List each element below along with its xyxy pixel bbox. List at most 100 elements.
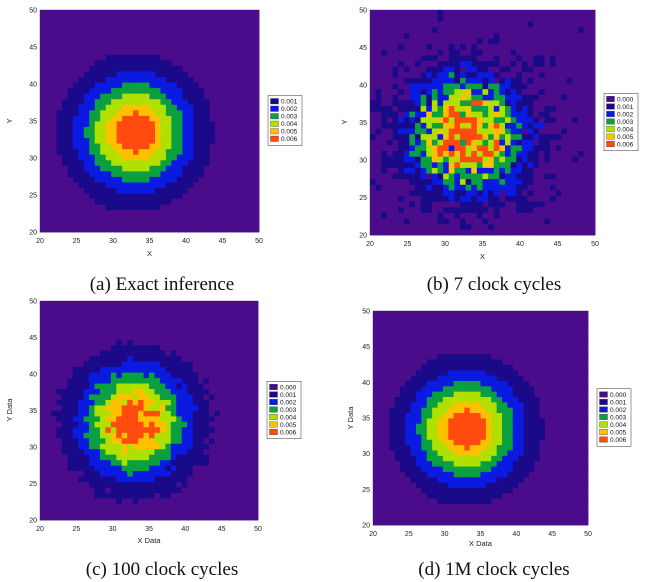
heatmap-cell [187, 209, 194, 216]
heatmap-cell [373, 519, 379, 526]
heatmap-cell [50, 437, 57, 444]
heatmap-cell [381, 156, 388, 163]
heatmap-cell [219, 355, 226, 362]
heatmap-cell [516, 173, 523, 180]
heatmap-cell [448, 49, 455, 56]
heatmap-cell [154, 204, 161, 211]
x-tick-label: 45 [554, 241, 562, 248]
heatmap-cell [544, 150, 551, 157]
heatmap-cell [482, 128, 489, 135]
heatmap-cell [56, 470, 63, 477]
heatmap-cell [149, 481, 155, 488]
heatmap-cell [493, 66, 500, 73]
heatmap-cell [373, 444, 379, 451]
heatmap-cell [237, 193, 243, 200]
heatmap-cell [204, 65, 211, 72]
heatmap-cell [127, 193, 134, 200]
heatmap-cell [78, 187, 85, 194]
heatmap-cell [488, 83, 495, 90]
heatmap-cell [192, 328, 199, 335]
heatmap-cell [143, 350, 150, 357]
heatmap-cell [460, 55, 467, 62]
heatmap-cell [471, 122, 478, 129]
heatmap-cell [100, 121, 107, 127]
heatmap-cell [578, 156, 585, 163]
heatmap-cell [198, 143, 205, 150]
heatmap-cell [437, 201, 444, 208]
heatmap-cell [426, 195, 433, 202]
heatmap-cell [583, 66, 590, 73]
heatmap-cell [488, 184, 495, 191]
heatmap-cell [154, 465, 161, 472]
heatmap-cell [193, 54, 200, 61]
heatmap-cell [165, 148, 172, 155]
heatmap-cell [373, 476, 379, 483]
heatmap-cell [544, 184, 551, 191]
heatmap-cell [231, 215, 238, 222]
heatmap-cell [521, 88, 528, 95]
heatmap-cell [583, 184, 590, 191]
heatmap-cell [426, 100, 433, 107]
heatmap-cell [192, 311, 199, 318]
heatmap-cell [208, 476, 215, 483]
heatmap-cell [505, 190, 512, 197]
heatmap-cell [454, 15, 461, 22]
heatmap-cell [578, 38, 585, 45]
heatmap-cell [170, 498, 177, 504]
heatmap-cell [237, 198, 243, 205]
heatmap-cell [83, 399, 90, 406]
heatmap-cell [149, 443, 155, 450]
heatmap-cell [171, 165, 178, 172]
heatmap-cell [50, 15, 57, 22]
heatmap-cell [56, 317, 63, 324]
heatmap-cell [241, 454, 248, 461]
heatmap-cell [198, 32, 205, 39]
heatmap-cell [583, 38, 590, 45]
heatmap-cell [247, 443, 253, 450]
heatmap-cell [583, 122, 590, 129]
heatmap-cell [392, 156, 399, 163]
heatmap-cell [409, 184, 416, 191]
heatmap-cell [437, 190, 444, 197]
heatmap-cell [242, 126, 249, 133]
heatmap-cell [460, 83, 467, 90]
heatmap-cell [241, 306, 248, 313]
heatmap-cell [527, 60, 534, 67]
heatmap-cell [198, 65, 205, 72]
heatmap-cell [89, 377, 95, 384]
heatmap-cell [460, 150, 467, 157]
heatmap-cell [72, 470, 79, 477]
heatmap-cell [370, 218, 377, 225]
heatmap-cell [121, 487, 128, 494]
heatmap-cell [398, 145, 405, 152]
heatmap-cell [236, 399, 243, 406]
heatmap-cell [215, 21, 222, 28]
heatmap-cell [182, 21, 189, 28]
heatmap-cell [572, 83, 579, 90]
heatmap-cell [392, 83, 399, 90]
heatmap-cell [392, 100, 399, 107]
heatmap-cell [499, 229, 506, 236]
heatmap-cell [203, 388, 210, 395]
heatmap-cell [56, 209, 63, 216]
heatmap-cell [154, 170, 161, 177]
heatmap-cell [505, 128, 512, 135]
heatmap-cell [589, 49, 596, 56]
heatmap-cell [493, 32, 500, 39]
heatmap-cell [533, 83, 540, 90]
heatmap-cell [220, 121, 227, 127]
heatmap-cell [67, 399, 74, 406]
heatmap-cell [437, 66, 444, 73]
heatmap-cell [373, 327, 379, 333]
heatmap-cell [493, 190, 500, 197]
heatmap-cell [420, 88, 427, 95]
heatmap-cell [460, 77, 467, 84]
heatmap-cell [94, 454, 101, 461]
heatmap-cell [132, 377, 139, 384]
heatmap-cell [572, 26, 579, 33]
heatmap-cell [431, 105, 438, 112]
heatmap-cell [589, 229, 596, 236]
heatmap-cell [83, 366, 90, 373]
heatmap-cell [583, 21, 590, 28]
heatmap-cell [231, 143, 238, 150]
